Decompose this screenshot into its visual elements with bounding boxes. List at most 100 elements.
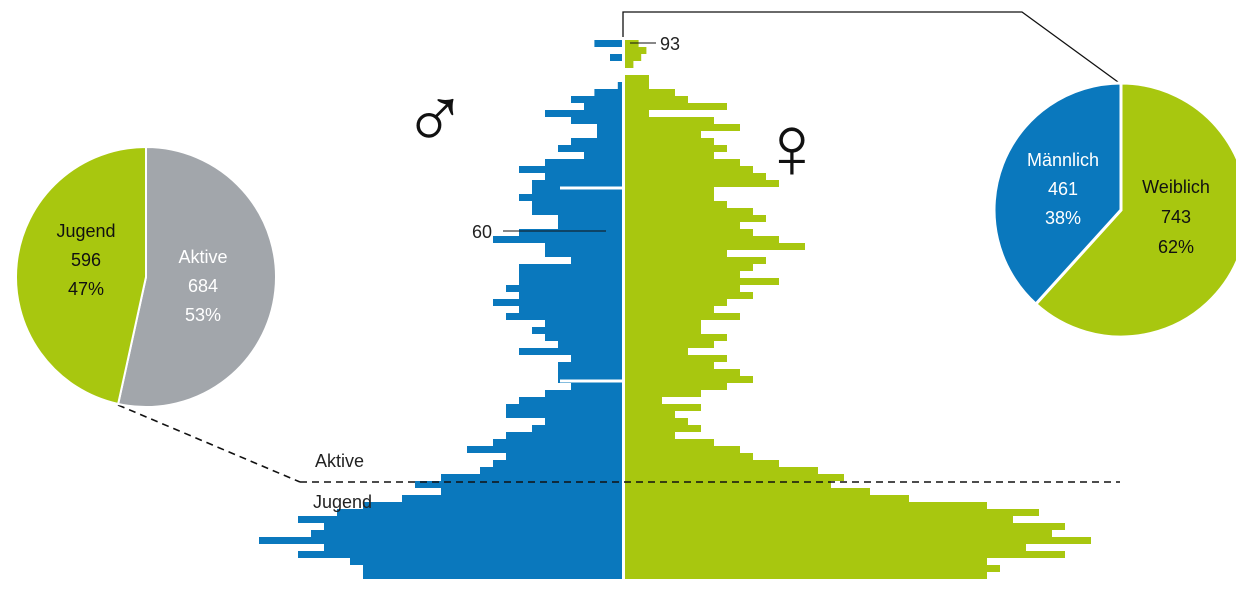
- pyramid-male-bar: [532, 425, 623, 432]
- pyramid-male-bar: [545, 390, 623, 397]
- pyramid-female-bar: [623, 257, 766, 264]
- pyramid-male-bar: [298, 516, 623, 523]
- pyramid-male-bar: [493, 236, 623, 243]
- pie-weiblich-label: Weiblich: [1142, 177, 1210, 197]
- pyramid-female-bar: [623, 278, 779, 285]
- pyramid-female-bar: [623, 369, 740, 376]
- pyramid-male-bar: [519, 271, 623, 278]
- pyramid-male-bar: [532, 201, 623, 208]
- pie-aktive-value: 684: [188, 276, 218, 296]
- female-symbol-icon: ♀: [758, 98, 826, 198]
- pyramid-male-bar: [558, 222, 623, 229]
- pyramid-female-bar: [623, 110, 649, 117]
- pie-aktive-percent: 53%: [185, 305, 221, 325]
- pyramid-female-bar: [623, 201, 727, 208]
- pyramid-male-bar: [545, 250, 623, 257]
- pyramid-male-bar: [571, 138, 623, 145]
- pyramid-male-bar: [506, 453, 623, 460]
- pyramid-male-bar: [594, 89, 623, 96]
- pyramid-male-bar: [519, 229, 623, 236]
- pyramid-male-bar: [467, 446, 623, 453]
- pie-jugend-percent: 47%: [68, 279, 104, 299]
- pyramid-female-bar: [623, 208, 753, 215]
- pyramid-female-bar: [623, 166, 753, 173]
- pyramid-male-bar: [350, 558, 623, 565]
- pyramid-male-bar: [519, 397, 623, 404]
- pyramid-male-bar: [441, 488, 623, 495]
- pyramid-female-bar: [623, 138, 714, 145]
- pyramid-male-bar: [363, 565, 623, 572]
- pyramid-female-bar: [623, 544, 1026, 551]
- pyramid-male-bar: [519, 264, 623, 271]
- pyramid-female-bar: [623, 264, 753, 271]
- pyramid-female-bar: [623, 355, 727, 362]
- pie-slice-jugend: [14, 145, 147, 406]
- pyramid-female-bar: [623, 306, 714, 313]
- pyramid-female-bar: [623, 523, 1065, 530]
- pyramid-male-bar: [545, 334, 623, 341]
- pyramid-male-bar: [506, 432, 623, 439]
- pyramid-male-bar: [597, 131, 623, 138]
- pie-weiblich-percent: 62%: [1158, 237, 1194, 257]
- pyramid-female-bar: [623, 117, 714, 124]
- pyramid-female-bar: [623, 432, 675, 439]
- pyramid-male-bar: [571, 355, 623, 362]
- pyramid-male-bar: [532, 187, 623, 194]
- pyramid-male-bar: [617, 82, 623, 89]
- pyramid-male-bar: [493, 460, 623, 467]
- pyramid-female-bar: [623, 467, 818, 474]
- pyramid-female-bar: [623, 229, 753, 236]
- pyramid-female-bar: [623, 488, 870, 495]
- pyramid-female-bar: [623, 341, 714, 348]
- pyramid-female-bar: [623, 334, 727, 341]
- pyramid-female-bar: [623, 145, 727, 152]
- pyramid-female-bar: [623, 96, 688, 103]
- pyramid-female-bar: [623, 509, 1039, 516]
- pyramid-female-bar: [623, 495, 909, 502]
- pyramid-male-bar: [545, 243, 623, 250]
- pyramid-female-bar: [623, 159, 740, 166]
- pyramid-male-bar: [532, 180, 623, 187]
- pyramid-female-bar: [623, 397, 662, 404]
- pyramid-female-bar: [623, 537, 1091, 544]
- pyramid-male-bar: [337, 509, 623, 516]
- pyramid-male-bar: [506, 285, 623, 292]
- pyramid-male-bar: [594, 40, 623, 47]
- divider-label-aktive: Aktive: [315, 451, 364, 471]
- callout-60-label: 60: [472, 222, 492, 242]
- pyramid-male-bar: [558, 369, 623, 376]
- male-symbol-icon: ♂: [402, 65, 468, 164]
- pyramid-female-bar: [623, 390, 701, 397]
- pyramid-male-bar: [480, 467, 623, 474]
- pyramid-male-bar: [558, 215, 623, 222]
- pyramid-male-bar: [545, 159, 623, 166]
- pyramid-male-bar: [298, 551, 623, 558]
- pyramid-female-bar: [623, 222, 740, 229]
- pyramid-male-bar: [506, 411, 623, 418]
- divider-label-jugend: Jugend: [313, 492, 372, 512]
- pyramid-female-bar: [623, 89, 675, 96]
- pyramid-male-bar: [363, 572, 623, 579]
- pyramid-male-bar: [584, 152, 623, 159]
- pyramid-male-bar: [545, 173, 623, 180]
- pyramid-male-bar: [558, 341, 623, 348]
- pyramid-female-bar: [623, 474, 844, 481]
- pyramid-female-bar: [623, 558, 987, 565]
- pyramid-male-bar: [571, 96, 623, 103]
- pyramid-female-bar: [623, 131, 701, 138]
- pyramid-male-bars: [259, 40, 623, 579]
- pyramid-male-bar: [545, 418, 623, 425]
- pyramid-female-bar: [623, 180, 779, 187]
- pyramid-male-bar: [506, 313, 623, 320]
- pyramid-male-bar: [571, 383, 623, 390]
- pie-slice-weiblich: [1033, 81, 1236, 339]
- pyramid-female-bar: [623, 103, 727, 110]
- pyramid-male-bar: [519, 306, 623, 313]
- pyramid-male-bar: [324, 523, 623, 530]
- pyramid-female-bar: [623, 516, 1013, 523]
- pyramid-female-bar: [623, 481, 831, 488]
- pyramid-male-bar: [415, 481, 623, 488]
- pyramid-female-bar: [623, 271, 740, 278]
- pie-maennlich-value: 461: [1048, 179, 1078, 199]
